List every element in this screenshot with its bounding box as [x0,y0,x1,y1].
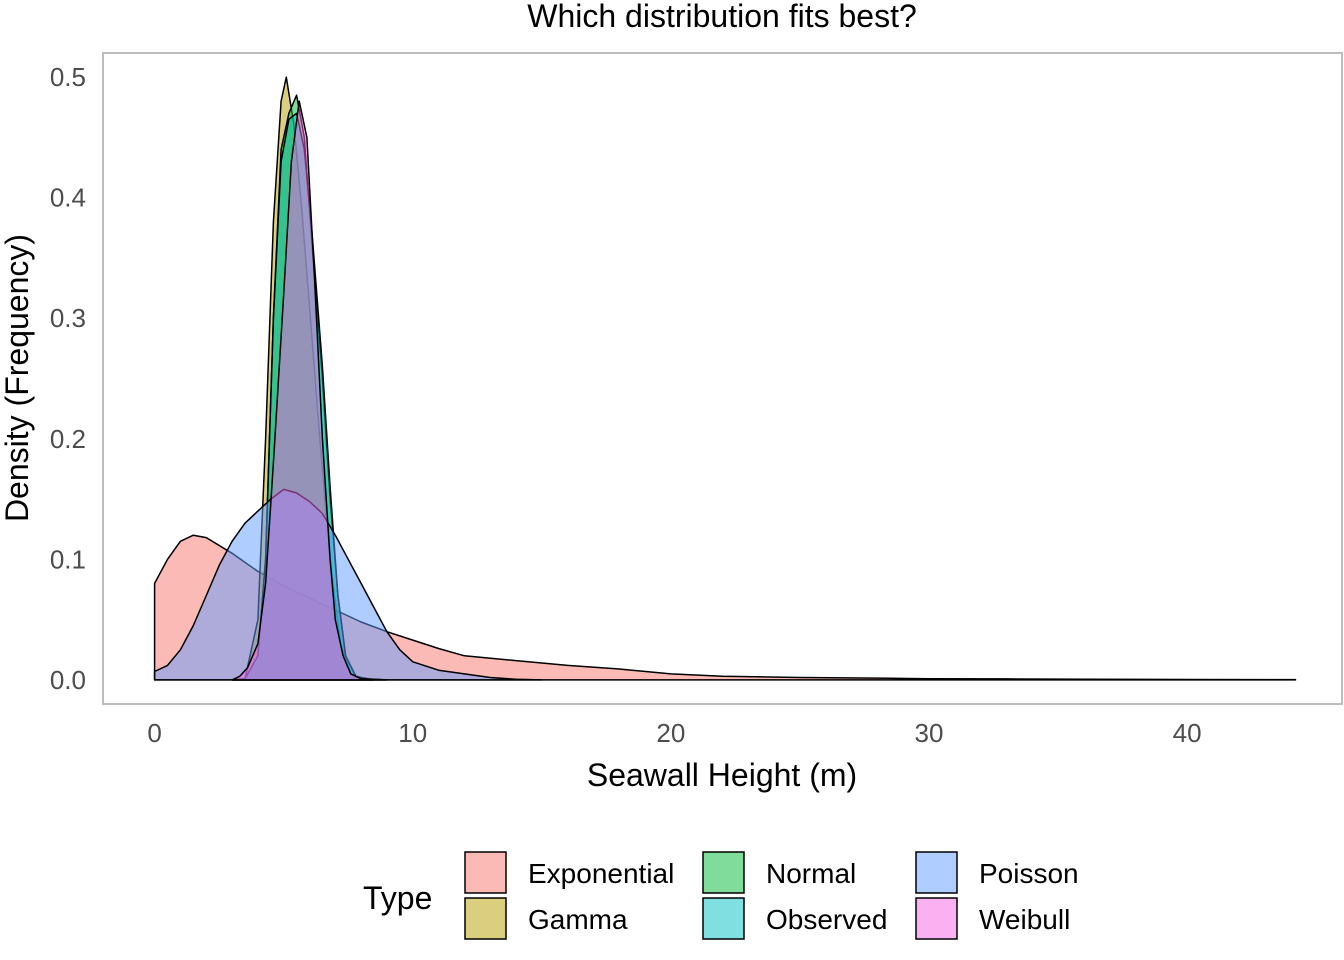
y-tick-label: 0.3 [50,303,86,333]
x-tick-label: 0 [147,718,161,748]
legend-title: Type [363,880,432,916]
legend: Type Exponential Gamma Normal Observed Poiss… [363,851,1079,940]
y-tick-label: 0.0 [50,665,86,695]
y-axis: 0.0 0.1 0.2 0.3 0.4 0.5 [50,62,86,695]
legend-swatch [702,897,745,940]
legend-item-gamma: Gamma [464,897,628,940]
legend-swatch [915,897,958,940]
legend-item-exponential: Exponential [464,851,674,894]
legend-swatch [702,851,745,894]
x-tick-label: 10 [398,718,427,748]
legend-items: Exponential Gamma Normal Observed Poisson Wei… [464,851,1079,940]
y-tick-label: 0.2 [50,424,86,454]
x-axis-title: Seawall Height (m) [587,757,857,793]
legend-label: Observed [766,904,887,935]
y-tick-label: 0.1 [50,544,86,574]
legend-label: Exponential [528,858,674,889]
x-tick-label: 30 [915,718,944,748]
legend-item-poisson: Poisson [915,851,1079,894]
legend-label: Poisson [979,858,1079,889]
chart-title: Which distribution fits best? [527,0,917,34]
legend-item-normal: Normal [702,851,856,894]
y-tick-label: 0.4 [50,183,86,213]
legend-swatch [464,851,507,894]
y-axis-title: Density (Frequency) [0,234,35,522]
legend-item-weibull: Weibull [915,897,1070,940]
legend-swatch [464,897,507,940]
legend-swatch [915,851,958,894]
legend-label: Normal [766,858,856,889]
series-layer [153,76,1297,681]
x-tick-label: 40 [1173,718,1202,748]
x-tick-label: 20 [656,718,685,748]
density-area-weibull [231,100,388,681]
legend-label: Weibull [979,904,1070,935]
y-tick-label: 0.5 [50,62,86,92]
x-axis: 0 10 20 30 40 [147,718,1201,748]
legend-item-observed: Observed [702,897,887,940]
legend-label: Gamma [528,904,628,935]
